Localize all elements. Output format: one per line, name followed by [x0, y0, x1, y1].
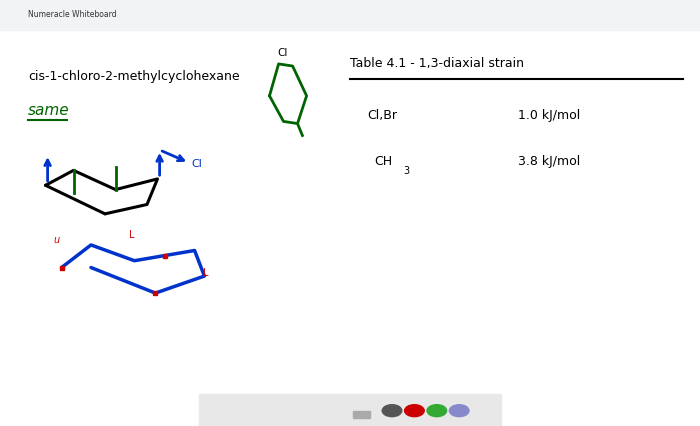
Text: L: L — [130, 230, 135, 240]
Text: ✒: ✒ — [266, 404, 277, 417]
Text: L: L — [203, 268, 209, 278]
Text: same: same — [28, 103, 69, 118]
Bar — [353, 411, 370, 418]
Text: CH: CH — [374, 155, 393, 168]
Text: Numeracle Whiteboard: Numeracle Whiteboard — [28, 10, 117, 20]
Text: cis-1-chloro-2-methylcyclohexane: cis-1-chloro-2-methylcyclohexane — [28, 70, 239, 83]
Circle shape — [427, 405, 447, 417]
Text: 1.0 kJ/mol: 1.0 kJ/mol — [518, 109, 580, 121]
Text: Cl,Br: Cl,Br — [368, 109, 398, 121]
Text: Table 4.1 - 1,3-diaxial strain: Table 4.1 - 1,3-diaxial strain — [350, 58, 524, 70]
Text: A: A — [337, 404, 346, 417]
Text: Cl: Cl — [192, 159, 203, 170]
Text: 3.8 kJ/mol: 3.8 kJ/mol — [518, 155, 580, 168]
Bar — [0, 0, 700, 30]
Text: ↺: ↺ — [215, 404, 226, 417]
Text: u: u — [53, 235, 60, 245]
Circle shape — [405, 405, 424, 417]
Text: +: + — [305, 403, 318, 418]
Text: 3: 3 — [403, 166, 410, 176]
Text: ↻: ↻ — [236, 404, 247, 417]
Bar — [199, 394, 500, 426]
Circle shape — [382, 405, 402, 417]
Circle shape — [449, 405, 469, 417]
Text: Cl: Cl — [277, 48, 288, 58]
